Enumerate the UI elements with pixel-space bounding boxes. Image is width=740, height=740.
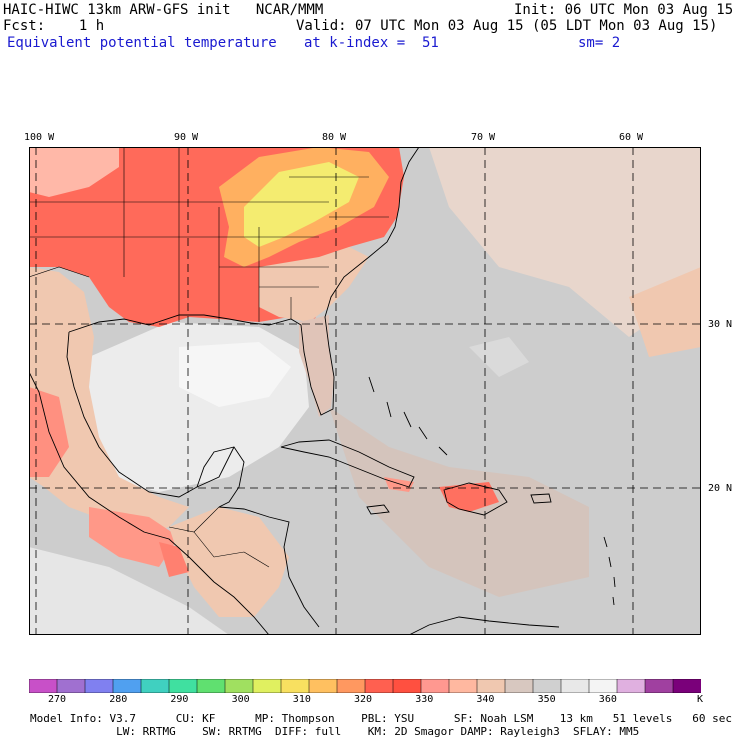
field-name: Equivalent potential temperature <box>7 35 277 51</box>
forecast-hour: Fcst: 1 h <box>3 18 105 34</box>
colorbar <box>29 679 701 693</box>
colorbar-tick-label: 310 <box>292 694 311 705</box>
mexico-south-warm <box>89 507 179 567</box>
colorbar-swatch <box>392 679 422 693</box>
colorbar-swatch <box>476 679 506 693</box>
atlantic-tan-east <box>629 267 701 357</box>
lat-label-20n: 20 N <box>708 483 733 494</box>
level-index: at k-index = 51 <box>304 35 439 51</box>
colorbar-swatch <box>616 679 646 693</box>
southeast-tan <box>259 247 369 322</box>
atlantic-light-patch <box>469 337 529 377</box>
colorbar-tick-label: 340 <box>476 694 495 705</box>
florida-field <box>299 315 334 417</box>
model-info-line2: LW: RRTMG SW: RRTMG DIFF: full KM: 2D Sm… <box>30 725 640 738</box>
colorbar-swatch <box>448 679 478 693</box>
colorbar-swatch <box>112 679 142 693</box>
theta-e-map <box>29 147 701 635</box>
colorbar-tick-label: 290 <box>170 694 189 705</box>
colorbar-swatch <box>280 679 310 693</box>
appalachian-yellow <box>244 162 359 247</box>
colorbar-tick-label: 300 <box>231 694 250 705</box>
colorbar-swatch <box>364 679 394 693</box>
colorbar-swatch <box>196 679 226 693</box>
colorbar-swatch <box>224 679 254 693</box>
model-title: HAIC-HIWC 13km ARW-GFS init NCAR/MMM <box>3 2 324 18</box>
colorbar-tick-label: 360 <box>598 694 617 705</box>
northern-plains-field <box>29 147 119 197</box>
colorbar-tick-label: 280 <box>109 694 128 705</box>
lon-label-60w: 60 W <box>619 132 644 143</box>
gulf-white-patch <box>179 342 291 407</box>
pacific-field <box>29 547 229 635</box>
colorbar-tick-label: 350 <box>537 694 556 705</box>
colorbar-swatch <box>56 679 86 693</box>
colorbar-swatch <box>420 679 450 693</box>
hispaniola-warm <box>439 482 499 512</box>
colorbar-tick-label: 320 <box>354 694 373 705</box>
colorbar-swatch <box>336 679 366 693</box>
colorbar-swatch <box>29 679 58 693</box>
colorbar-swatch <box>308 679 338 693</box>
colorbar-swatch <box>644 679 674 693</box>
lon-label-80w: 80 W <box>322 132 347 143</box>
lon-label-90w: 90 W <box>174 132 199 143</box>
colorbar-swatch <box>168 679 198 693</box>
map-frame <box>29 147 701 635</box>
lon-label-100w: 100 W <box>24 132 55 143</box>
colorbar-swatch <box>140 679 170 693</box>
coastlines <box>29 147 616 635</box>
colorbar-unit: K <box>697 694 704 705</box>
guatemala-warm <box>159 542 189 577</box>
init-time: Init: 06 UTC Mon 03 Aug 15 <box>514 2 734 18</box>
smoothing: sm= 2 <box>578 35 621 51</box>
lat-label-30n: 30 N <box>708 319 733 330</box>
colorbar-swatch <box>672 679 701 693</box>
lon-label-70w: 70 W <box>471 132 496 143</box>
valid-time: Valid: 07 UTC Mon 03 Aug 15 (05 LDT Mon … <box>296 18 718 34</box>
colorbar-swatch <box>84 679 114 693</box>
colorbar-tick-label: 270 <box>48 694 67 705</box>
colorbar-tick-label: 330 <box>415 694 434 705</box>
model-info-line1: Model Info: V3.7 CU: KF MP: Thompson PBL… <box>30 712 732 725</box>
colorbar-swatch <box>532 679 562 693</box>
atlantic-tan-region <box>429 147 701 337</box>
colorbar-swatch <box>504 679 534 693</box>
political-borders <box>29 147 389 568</box>
lat-lon-grid <box>29 147 701 635</box>
colorbar-swatch <box>588 679 618 693</box>
central-america-field <box>169 507 289 617</box>
colorbar-swatch <box>560 679 590 693</box>
colorbar-swatch <box>252 679 282 693</box>
